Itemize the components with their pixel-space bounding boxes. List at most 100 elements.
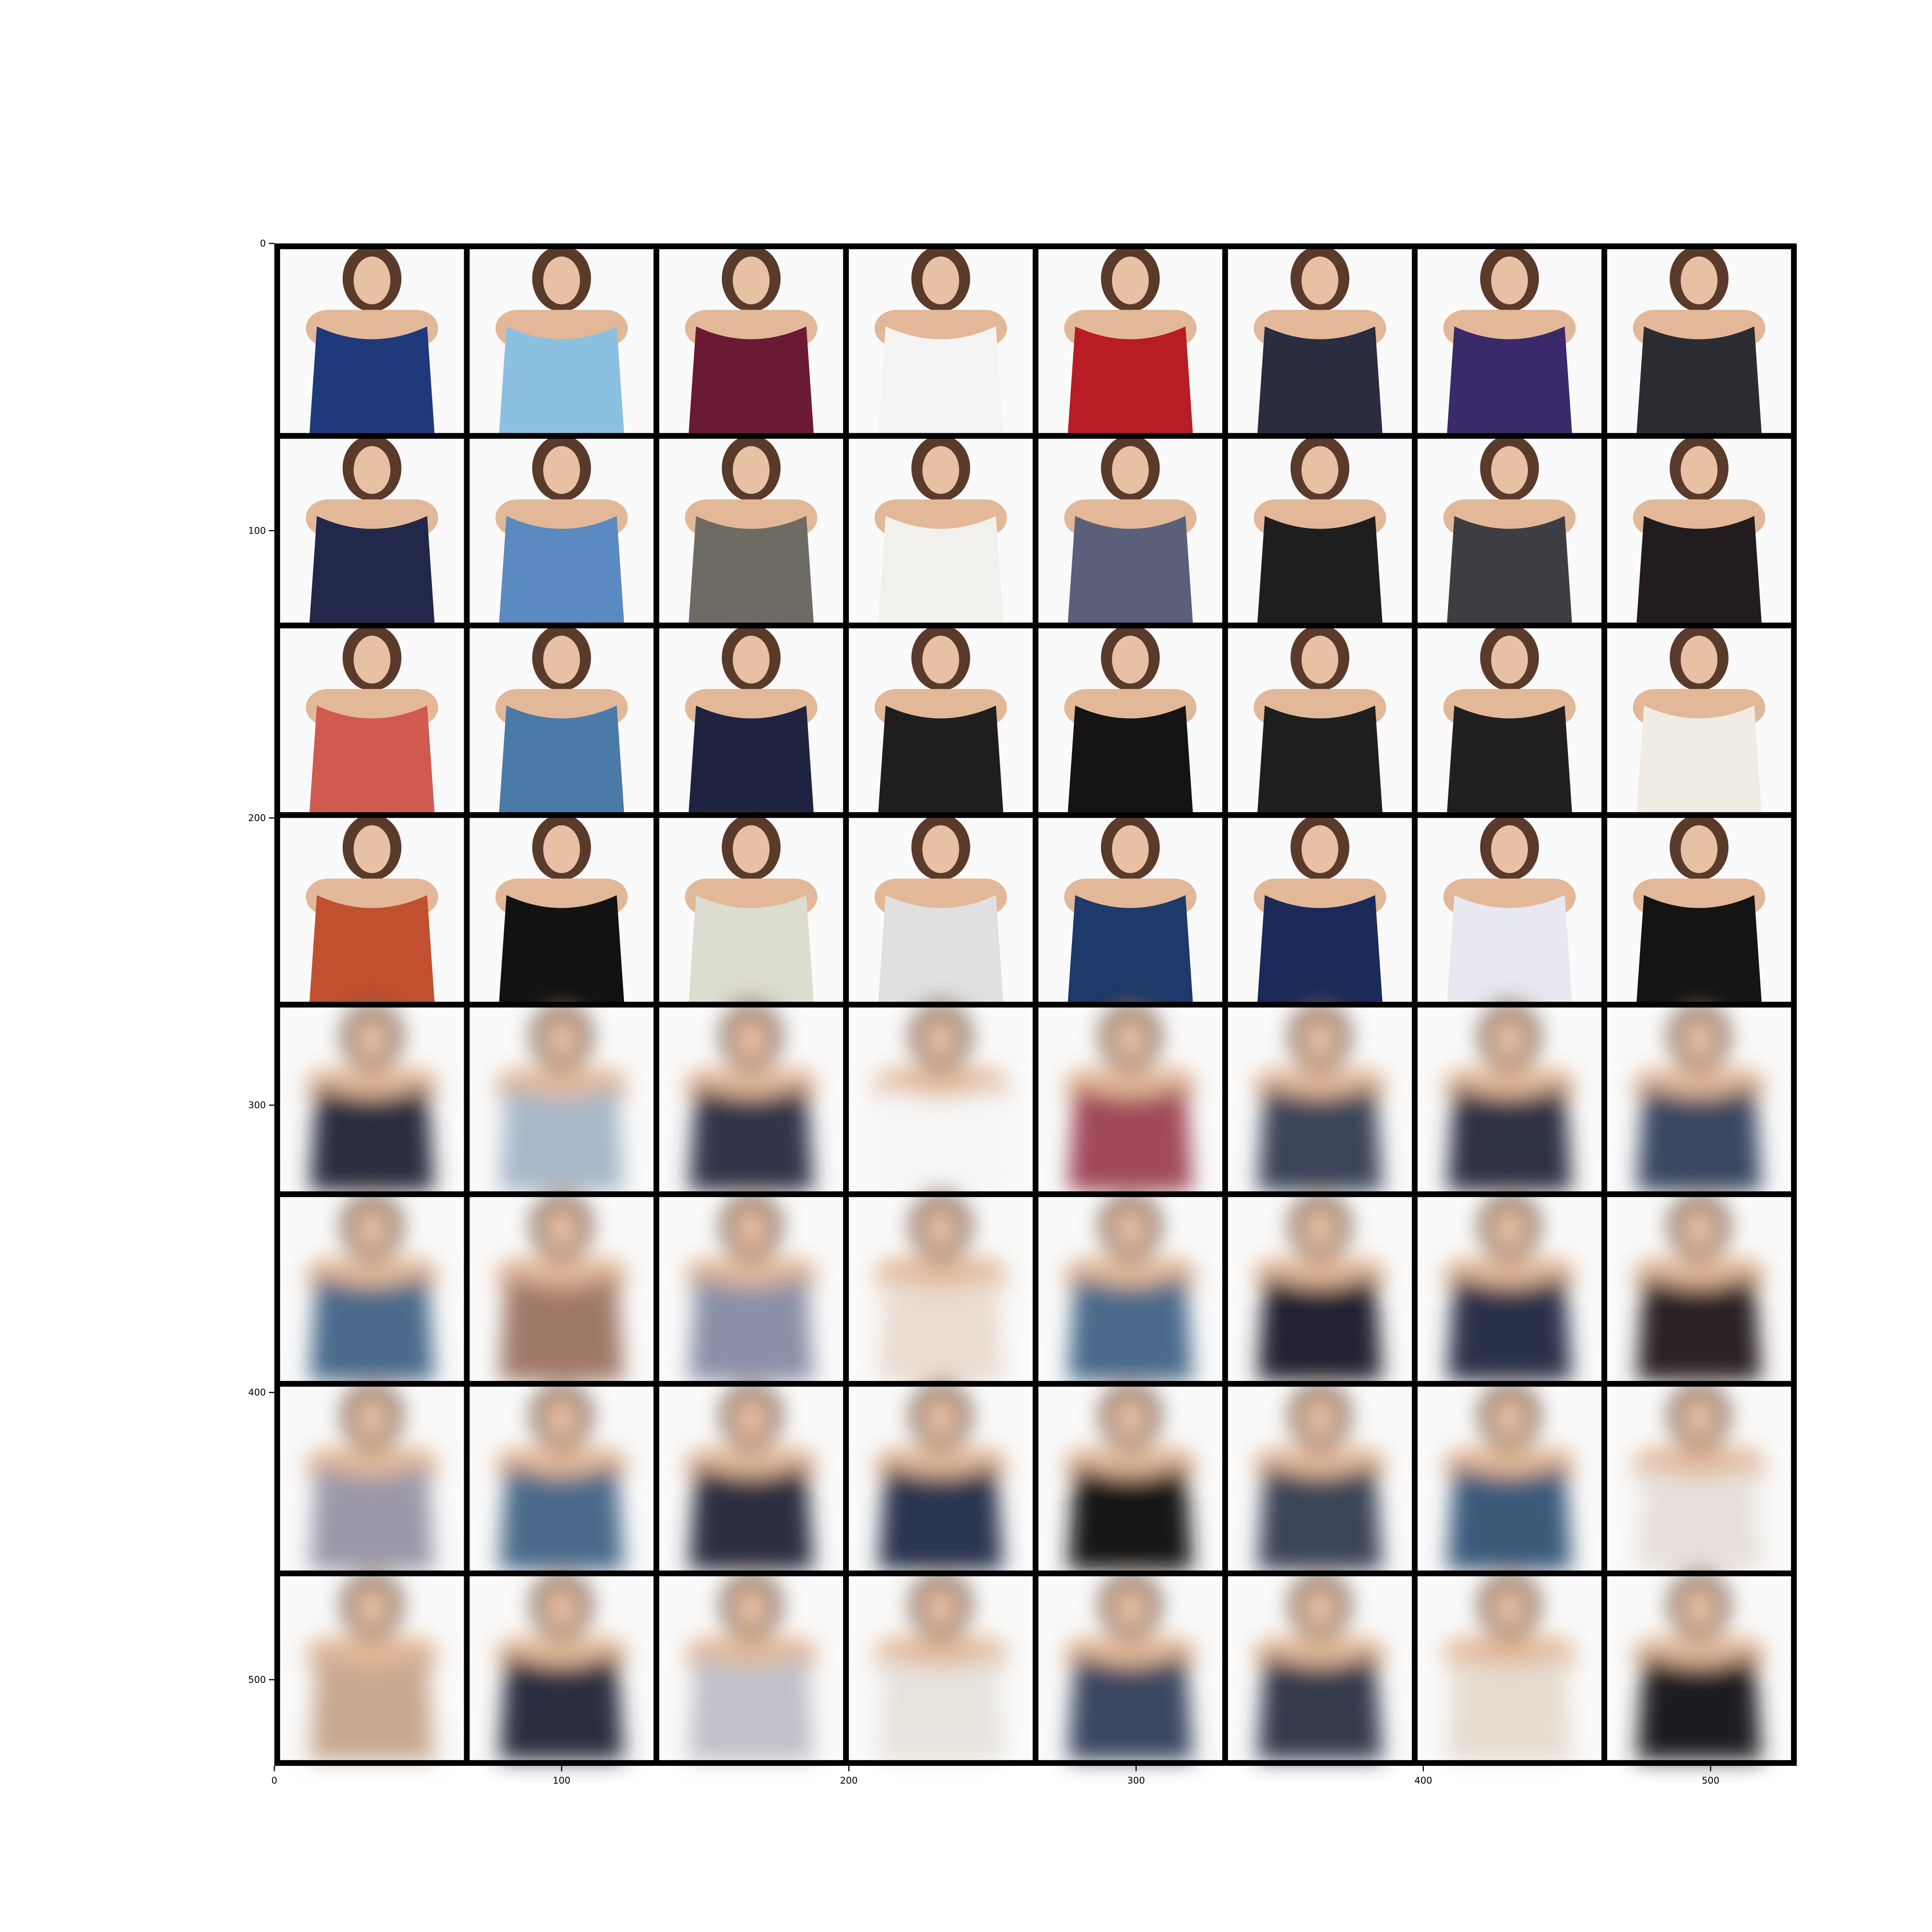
garment-shape xyxy=(1257,1274,1383,1381)
reconstructed-tile xyxy=(280,1193,464,1381)
y-tick-label: 400 xyxy=(248,1387,266,1398)
original-tile xyxy=(1607,814,1791,1002)
grid-line-vertical xyxy=(1222,243,1228,1766)
garment-shape xyxy=(689,1085,814,1192)
reconstructed-tile xyxy=(469,1003,654,1192)
garment-shape xyxy=(1068,1464,1193,1571)
garment-shape xyxy=(1447,1464,1572,1571)
face-shape xyxy=(1491,1204,1528,1252)
original-tile xyxy=(1228,245,1412,433)
garment-shape xyxy=(1447,895,1572,1002)
y-tick-label: 100 xyxy=(248,525,266,536)
garment-shape xyxy=(1636,895,1762,1002)
garment-shape xyxy=(878,1464,1003,1571)
x-tick-label: 400 xyxy=(1415,1775,1432,1786)
garment-shape xyxy=(499,1653,624,1760)
face-shape xyxy=(1491,1015,1528,1063)
face-shape xyxy=(1301,256,1338,304)
garment-shape xyxy=(1257,326,1383,433)
reconstructed-tile xyxy=(1417,1383,1602,1571)
face-shape xyxy=(354,256,391,304)
garment-shape xyxy=(499,1274,624,1381)
original-tile xyxy=(659,435,843,623)
face-shape xyxy=(1301,636,1338,684)
face-shape xyxy=(733,1204,770,1252)
garment-shape xyxy=(689,326,814,433)
face-shape xyxy=(733,636,770,684)
reconstructed-tile xyxy=(469,1572,654,1760)
original-tile xyxy=(469,814,654,1002)
garment-shape xyxy=(309,1464,435,1571)
garment-shape xyxy=(1257,516,1383,623)
original-tile xyxy=(469,624,654,812)
original-tile xyxy=(1038,814,1223,1002)
original-tile xyxy=(1038,435,1223,623)
face-shape xyxy=(354,446,391,494)
original-tile xyxy=(1417,435,1602,623)
garment-shape xyxy=(309,1274,435,1381)
face-shape xyxy=(1301,1394,1338,1442)
garment-shape xyxy=(878,895,1003,1002)
reconstructed-tile xyxy=(280,1572,464,1760)
face-shape xyxy=(1112,446,1149,494)
face-shape xyxy=(1112,825,1149,873)
original-tile xyxy=(280,435,464,623)
reconstructed-tile xyxy=(1607,1572,1791,1760)
face-shape xyxy=(1680,1583,1718,1632)
face-shape xyxy=(1112,1394,1149,1442)
garment-shape xyxy=(1636,1085,1762,1192)
original-tile xyxy=(280,624,464,812)
face-shape xyxy=(733,446,770,494)
original-tile xyxy=(849,435,1033,623)
garment-shape xyxy=(689,516,814,623)
reconstructed-tile xyxy=(1228,1572,1412,1760)
face-shape xyxy=(1301,1583,1338,1632)
grid-line-vertical xyxy=(1791,243,1797,1766)
garment-shape xyxy=(309,516,435,623)
face-shape xyxy=(733,1015,770,1063)
reconstructed-tile xyxy=(1228,1003,1412,1192)
garment-shape xyxy=(1068,895,1193,1002)
reconstructed-tile xyxy=(1038,1193,1223,1381)
garment-shape xyxy=(1257,1085,1383,1192)
garment-shape xyxy=(309,1085,435,1192)
face-shape xyxy=(354,1394,391,1442)
reconstructed-tile xyxy=(849,1193,1033,1381)
original-tile xyxy=(1607,245,1791,433)
garment-shape xyxy=(309,705,435,812)
y-tick-label: 0 xyxy=(260,238,266,249)
face-shape xyxy=(922,636,959,684)
face-shape xyxy=(922,446,959,494)
face-shape xyxy=(354,1015,391,1063)
face-shape xyxy=(354,1204,391,1252)
reconstructed-tile xyxy=(280,1003,464,1192)
grid-line-vertical xyxy=(1412,243,1418,1766)
reconstructed-tile xyxy=(469,1193,654,1381)
face-shape xyxy=(1680,1204,1718,1252)
garment-shape xyxy=(1447,326,1572,433)
face-shape xyxy=(1680,825,1718,873)
reconstructed-tile xyxy=(1607,1003,1791,1192)
face-shape xyxy=(922,1204,959,1252)
original-tile xyxy=(1038,624,1223,812)
reconstructed-tile xyxy=(1228,1193,1412,1381)
face-shape xyxy=(1491,256,1528,304)
garment-shape xyxy=(499,895,624,1002)
garment-shape xyxy=(1257,705,1383,812)
original-tile xyxy=(1417,814,1602,1002)
garment-shape xyxy=(689,1653,814,1760)
original-tile xyxy=(469,245,654,433)
garment-shape xyxy=(1257,1464,1383,1571)
face-shape xyxy=(1301,446,1338,494)
reconstructed-tile xyxy=(1228,1383,1412,1571)
face-shape xyxy=(1491,825,1528,873)
face-shape xyxy=(1680,446,1718,494)
grid-line-vertical xyxy=(1032,243,1039,1766)
reconstructed-tile xyxy=(1607,1383,1791,1571)
y-axis: 0 100 200 300 400 500 xyxy=(248,238,274,1685)
face-shape xyxy=(733,825,770,873)
garment-shape xyxy=(1636,1464,1762,1571)
face-shape xyxy=(543,1204,580,1252)
grid-line-horizontal xyxy=(274,1570,1797,1577)
original-tile xyxy=(1607,624,1791,812)
